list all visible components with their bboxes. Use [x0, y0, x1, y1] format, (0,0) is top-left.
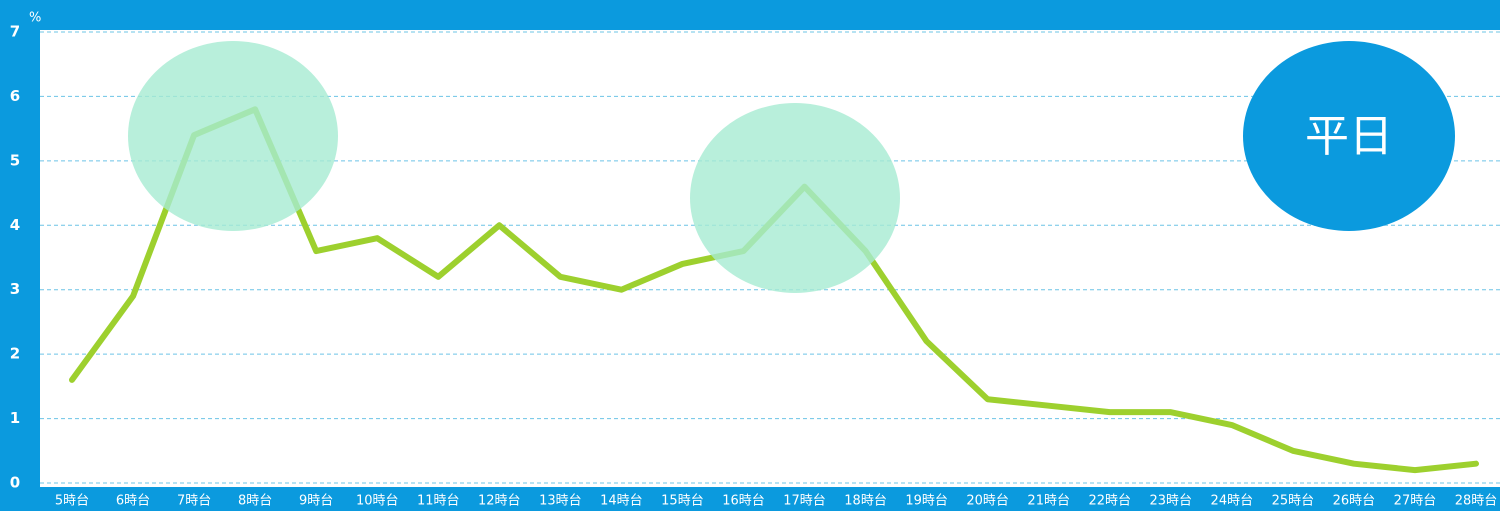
x-tick-label: 10時台	[356, 494, 399, 509]
x-tick-label: 18時台	[844, 494, 887, 509]
x-tick-label: 7時台	[177, 494, 211, 509]
highlight-circle	[128, 41, 338, 231]
unit-label: %	[29, 11, 41, 26]
x-tick-label: 5時台	[55, 494, 89, 509]
badge	[1243, 41, 1455, 231]
x-tick-label: 28時台	[1455, 494, 1498, 509]
highlight-circle	[690, 103, 900, 293]
x-tick-label: 24時台	[1211, 494, 1254, 509]
x-tick-label: 21時台	[1027, 494, 1070, 509]
y-tick-label: 1	[10, 409, 20, 427]
x-tick-label: 11時台	[417, 494, 460, 509]
x-tick-label: 25時台	[1272, 494, 1315, 509]
x-tick-label: 19時台	[905, 494, 948, 509]
y-tick-label: 5	[10, 151, 20, 169]
x-tick-label: 9時台	[299, 494, 333, 509]
x-tick-label: 15時台	[661, 494, 704, 509]
x-tick-label: 17時台	[783, 494, 826, 509]
x-tick-label: 13時台	[539, 494, 582, 509]
badge-label: 平日	[1305, 111, 1393, 162]
x-tick-label: 20時台	[966, 494, 1009, 509]
y-tick-label: 6	[10, 87, 20, 105]
highlights	[128, 41, 900, 293]
y-tick-label: 3	[10, 280, 20, 298]
x-tick-label: 8時台	[238, 494, 272, 509]
x-tick-label: 14時台	[600, 494, 643, 509]
x-tick-label: 23時台	[1150, 494, 1193, 509]
y-tick-label: 0	[10, 474, 20, 492]
x-tick-label: 16時台	[722, 494, 765, 509]
y-tick-label: 2	[10, 345, 20, 363]
y-tick-label: 7	[10, 23, 20, 41]
x-tick-label: 12時台	[478, 494, 521, 509]
y-tick-label: 4	[10, 216, 20, 234]
x-tick-label: 22時台	[1088, 494, 1131, 509]
x-tick-label: 27時台	[1394, 494, 1437, 509]
x-tick-label: 26時台	[1333, 494, 1376, 509]
x-tick-label: 6時台	[116, 494, 150, 509]
